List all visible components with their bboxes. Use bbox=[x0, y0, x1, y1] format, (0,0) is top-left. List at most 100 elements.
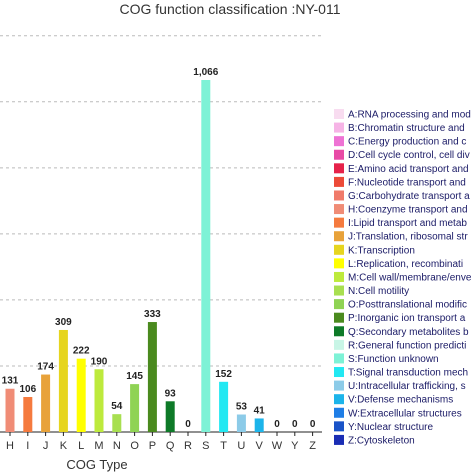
legend-item: U:Intracellular trafficking, s bbox=[334, 380, 466, 392]
value-label-m: 190 bbox=[91, 356, 108, 367]
legend: A:RNA processing and mod B:Chromatin stru… bbox=[334, 109, 472, 446]
legend-swatch bbox=[334, 339, 344, 350]
legend-item: N:Cell motility bbox=[334, 285, 409, 297]
value-label-r: 0 bbox=[185, 419, 191, 430]
value-label-p: 333 bbox=[144, 309, 161, 320]
legend-item: S:Function unknown bbox=[334, 353, 439, 365]
legend-label: K:Transcription bbox=[348, 245, 415, 256]
legend-swatch bbox=[334, 367, 344, 378]
legend-item: C:Energy production and c bbox=[334, 136, 466, 148]
value-label-w: 0 bbox=[274, 419, 280, 430]
bar-k bbox=[58, 329, 68, 432]
bar-j bbox=[41, 374, 51, 432]
bar-h bbox=[5, 388, 15, 432]
legend-item: O:Posttranslational modific bbox=[334, 299, 467, 311]
legend-item: R:General function predicti bbox=[334, 339, 466, 351]
legend-label: C:Energy production and c bbox=[348, 137, 466, 148]
legend-label: Z:Cytoskeleton bbox=[348, 435, 415, 446]
legend-label: T:Signal transduction mech bbox=[348, 368, 468, 379]
legend-item: W:Extracellular structures bbox=[334, 407, 462, 419]
tick-label-n: N bbox=[113, 440, 121, 452]
legend-item: M:Cell wall/membrane/enve bbox=[334, 271, 472, 283]
legend-swatch bbox=[334, 394, 344, 405]
bar-u bbox=[236, 414, 246, 432]
value-label-k: 309 bbox=[55, 317, 72, 328]
value-label-t: 152 bbox=[215, 369, 232, 380]
tick-label-j: J bbox=[43, 440, 49, 452]
tick-label-k: K bbox=[60, 440, 68, 452]
legend-item: Q:Secondary metabolites b bbox=[334, 326, 469, 338]
legend-item: D:Cell cycle control, cell div bbox=[334, 149, 470, 161]
legend-label: I:Lipid transport and metab bbox=[348, 218, 467, 229]
value-label-v: 41 bbox=[254, 405, 266, 416]
legend-label: G:Carbohydrate transport a bbox=[348, 191, 470, 202]
tick-label-m: M bbox=[94, 440, 103, 452]
tick-label-z: Z bbox=[309, 440, 316, 452]
legend-label: O:Posttranslational modific bbox=[348, 300, 467, 311]
legend-label: H:Coenzyme transport and bbox=[348, 205, 468, 216]
legend-swatch bbox=[334, 380, 344, 391]
legend-swatch bbox=[334, 326, 344, 337]
tick-label-p: P bbox=[149, 440, 156, 452]
legend-label: A:RNA processing and mod bbox=[348, 110, 471, 121]
legend-label: L:Replication, recombinati bbox=[348, 259, 463, 270]
tick-label-u: U bbox=[237, 440, 245, 452]
legend-label: R:General function predicti bbox=[348, 340, 466, 351]
legend-swatch bbox=[334, 407, 344, 418]
tick-label-r: R bbox=[184, 440, 192, 452]
legend-swatch bbox=[334, 217, 344, 228]
legend-swatch bbox=[334, 244, 344, 255]
legend-item: T:Signal transduction mech bbox=[334, 367, 468, 379]
legend-swatch bbox=[334, 421, 344, 432]
legend-swatch bbox=[334, 258, 344, 269]
value-label-j: 174 bbox=[37, 362, 54, 373]
value-label-q: 93 bbox=[165, 388, 177, 399]
legend-swatch bbox=[334, 163, 344, 174]
bar-v bbox=[254, 418, 264, 432]
bar-s bbox=[201, 80, 211, 432]
tick-label-l: L bbox=[78, 440, 84, 452]
legend-item: I:Lipid transport and metab bbox=[334, 217, 467, 229]
value-label-y: 0 bbox=[292, 419, 298, 430]
legend-label: D:Cell cycle control, cell div bbox=[348, 150, 470, 161]
bar-l bbox=[76, 358, 86, 432]
value-label-o: 145 bbox=[126, 371, 143, 382]
value-label-l: 222 bbox=[73, 346, 90, 357]
legend-item: H:Coenzyme transport and bbox=[334, 204, 468, 216]
legend-item: G:Carbohydrate transport a bbox=[334, 190, 470, 202]
chart-title: COG function classification :NY-011 bbox=[120, 1, 341, 17]
gridlines bbox=[0, 35, 322, 367]
legend-swatch bbox=[334, 122, 344, 133]
legend-swatch bbox=[334, 285, 344, 296]
legend-label: J:Translation, ribosomal str bbox=[348, 232, 468, 243]
legend-swatch bbox=[334, 434, 344, 445]
bar-n bbox=[112, 414, 122, 432]
legend-label: V:Defense mechanisms bbox=[348, 395, 453, 406]
value-label-n: 54 bbox=[111, 401, 123, 412]
bar-o bbox=[130, 384, 140, 432]
tick-label-q: Q bbox=[166, 440, 175, 452]
value-label-h: 131 bbox=[2, 376, 19, 387]
legend-label: F:Nucleotide transport and bbox=[348, 177, 466, 188]
legend-swatch bbox=[334, 176, 344, 187]
legend-swatch bbox=[334, 190, 344, 201]
legend-label: E:Amino acid transport and bbox=[348, 164, 469, 175]
tick-label-w: W bbox=[272, 440, 283, 452]
legend-swatch bbox=[334, 204, 344, 215]
tick-label-i: I bbox=[26, 440, 29, 452]
tick-label-s: S bbox=[202, 440, 209, 452]
legend-swatch bbox=[334, 109, 344, 119]
bar-q bbox=[165, 401, 175, 432]
bar-p bbox=[147, 322, 157, 432]
legend-item: E:Amino acid transport and bbox=[334, 163, 469, 175]
legend-label: Q:Secondary metabolites b bbox=[348, 327, 469, 338]
bars-group bbox=[5, 80, 264, 432]
legend-item: V:Defense mechanisms bbox=[334, 394, 453, 406]
legend-item: A:RNA processing and mod bbox=[334, 109, 471, 121]
tick-label-y: Y bbox=[291, 440, 299, 452]
tick-label-t: T bbox=[220, 440, 227, 452]
bar-m bbox=[94, 369, 104, 432]
legend-label: M:Cell wall/membrane/enve bbox=[348, 272, 472, 283]
